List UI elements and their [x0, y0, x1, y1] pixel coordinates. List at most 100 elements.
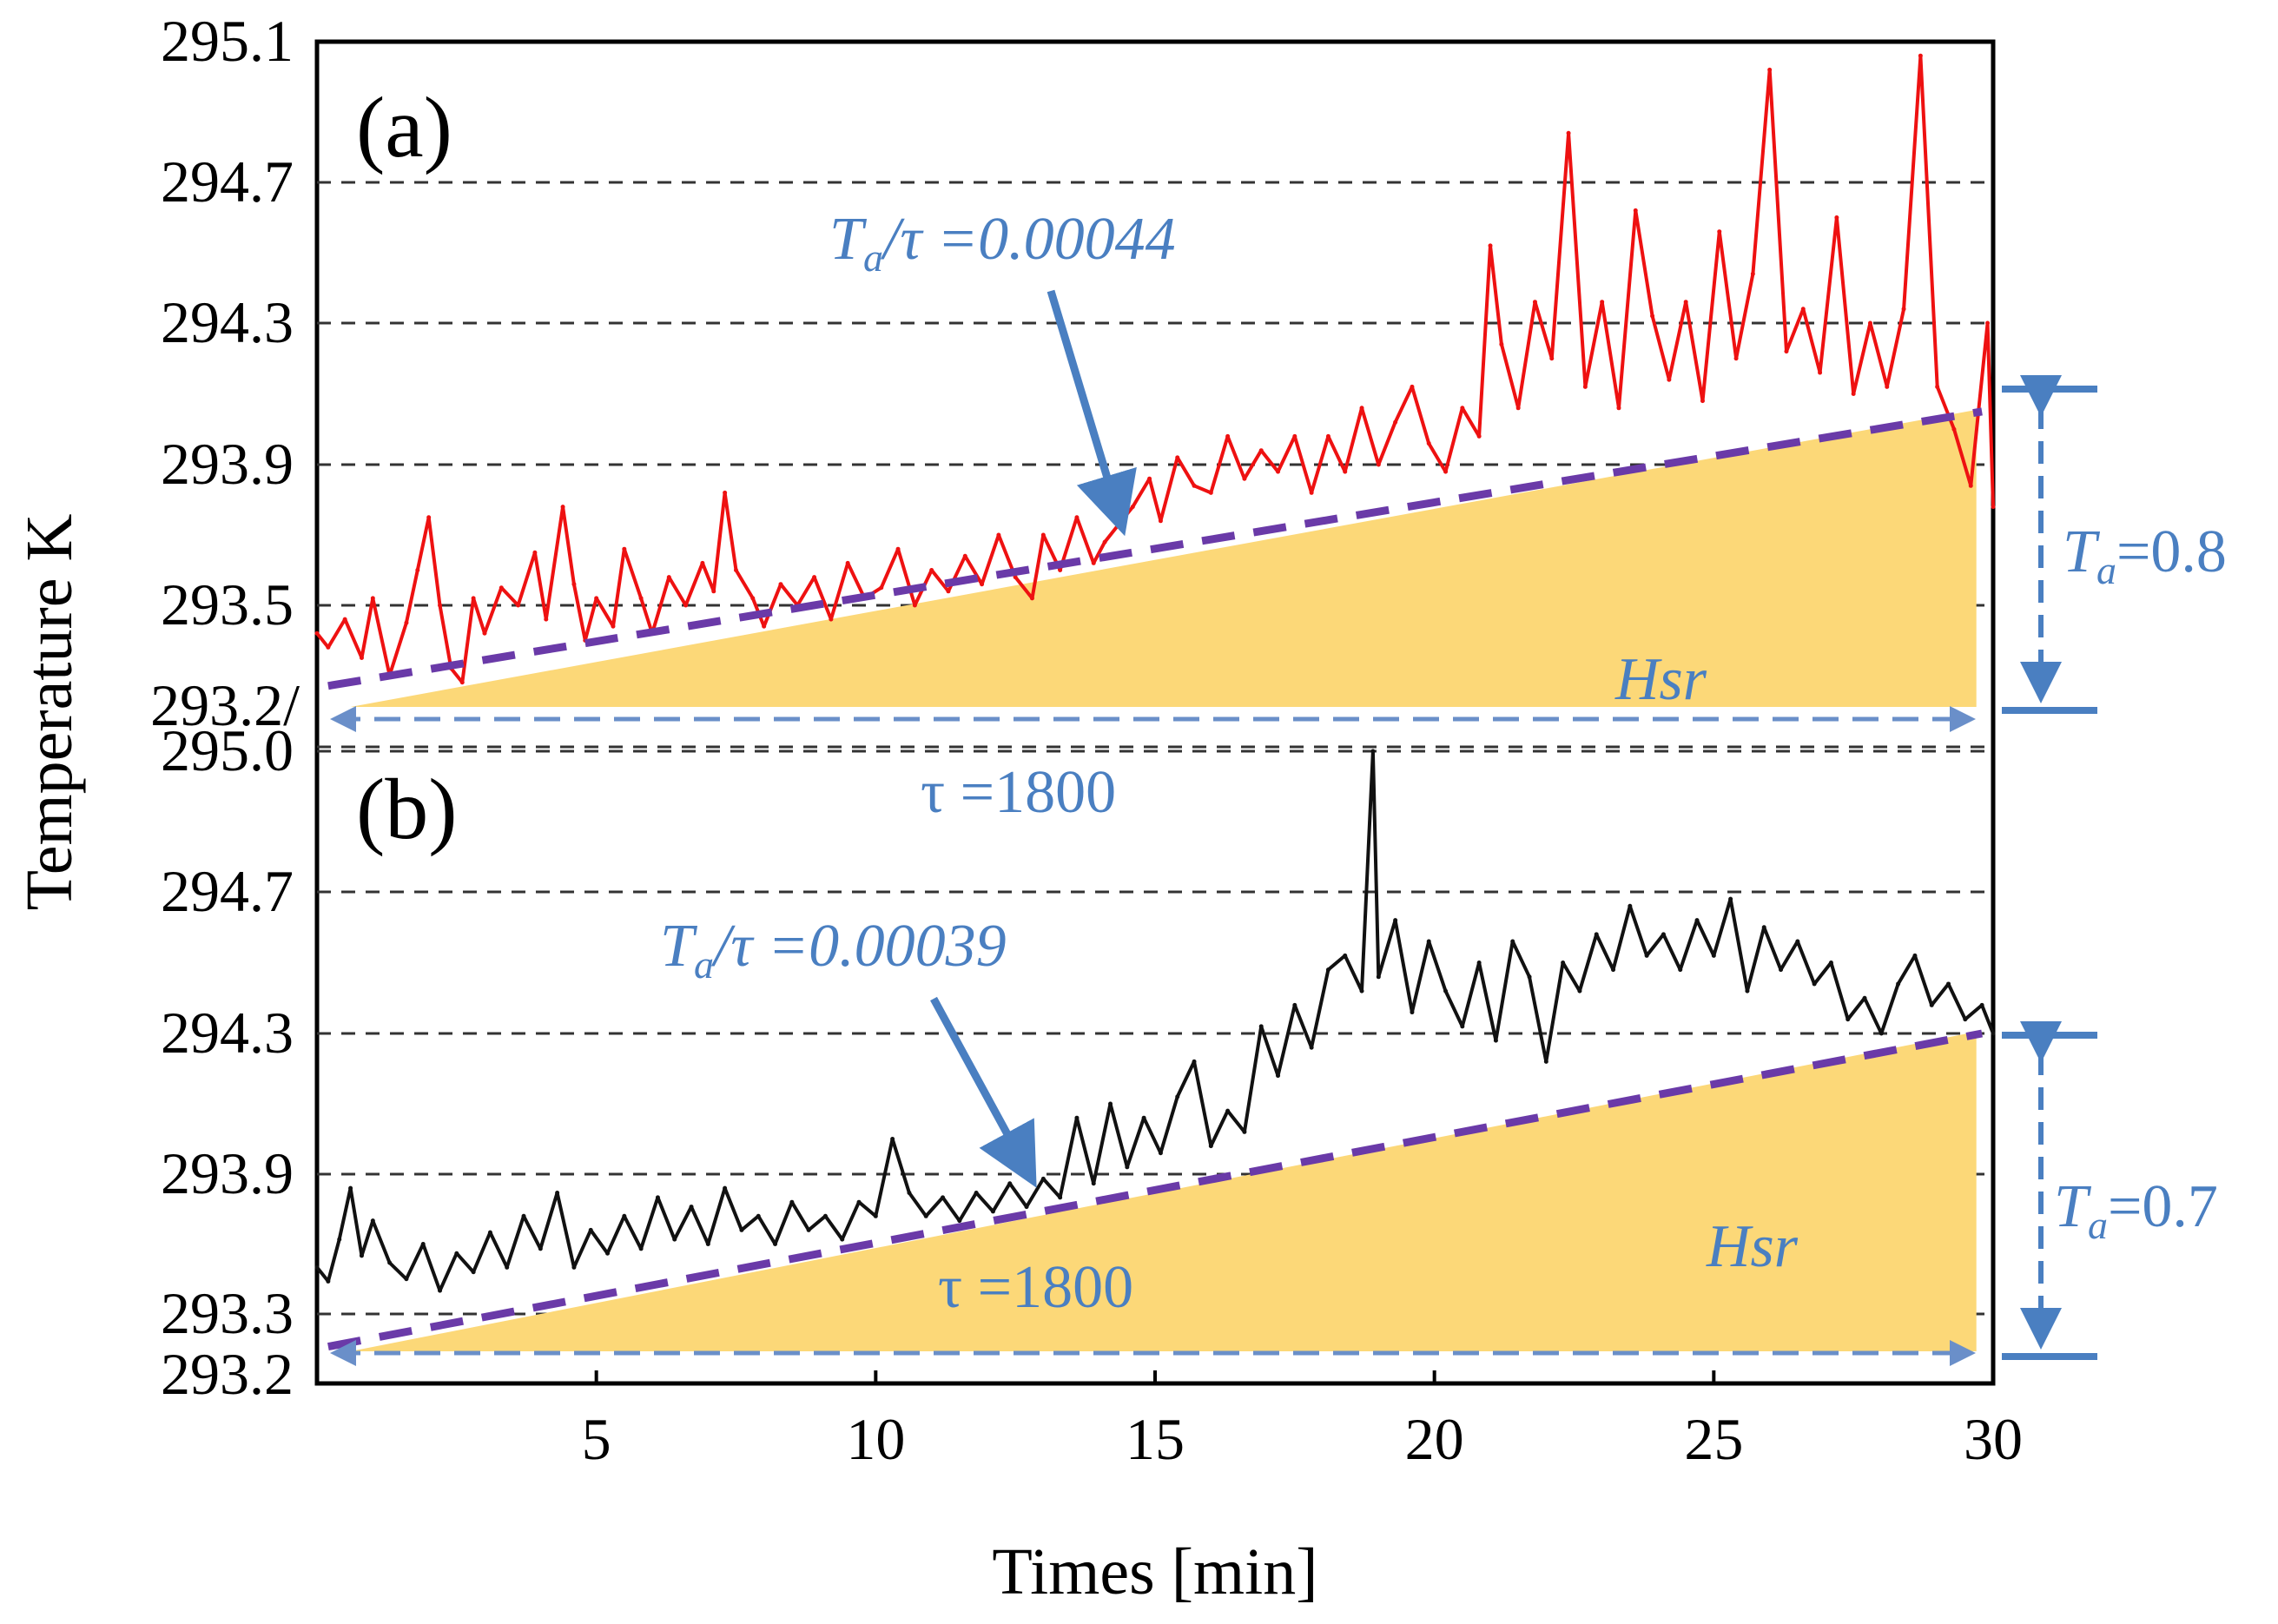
data-point: [1683, 300, 1688, 305]
data-point: [1276, 1073, 1281, 1079]
data-point: [778, 582, 783, 587]
data-point: [1040, 1176, 1046, 1181]
data-point: [957, 1218, 962, 1224]
data-point: [1728, 896, 1733, 901]
data-point: [1410, 1010, 1415, 1015]
data-point: [1292, 1002, 1297, 1007]
x-tick-label: 30: [1964, 1406, 2023, 1472]
data-point: [1991, 1031, 1996, 1036]
data-point: [700, 560, 705, 565]
data-point: [499, 585, 504, 591]
y-tick-label: 294.7: [161, 858, 294, 924]
data-point: [806, 1227, 811, 1232]
data-point: [1951, 426, 1957, 432]
y-tick-label: 295.1: [161, 8, 294, 74]
data-point: [348, 1185, 353, 1191]
data-point: [1309, 1045, 1314, 1050]
data-point: [1968, 483, 1973, 488]
data-point: [756, 1213, 761, 1218]
data-point: [683, 603, 689, 608]
data-point: [1242, 476, 1247, 481]
data-point: [1628, 903, 1633, 908]
data-point: [1343, 953, 1348, 958]
data-point: [605, 1251, 611, 1256]
data-point: [1750, 271, 1755, 276]
data-point: [571, 1264, 577, 1270]
data-point: [1828, 961, 1833, 965]
data-point: [1594, 932, 1599, 937]
data-point: [1616, 406, 1621, 411]
data-point: [1733, 356, 1739, 361]
data-point: [1476, 433, 1482, 439]
data-point: [1208, 490, 1213, 495]
x-tick-label: 25: [1684, 1406, 1743, 1472]
data-point: [890, 1137, 895, 1141]
data-point: [370, 596, 375, 601]
data-point: [1225, 1108, 1231, 1113]
data-point: [873, 1213, 878, 1218]
data-point: [655, 1195, 660, 1200]
data-point: [1834, 215, 1839, 220]
data-point: [1325, 967, 1330, 973]
data-point: [996, 532, 1001, 538]
data-point: [342, 617, 347, 622]
data-point: [1549, 356, 1555, 361]
y-tick-label: 294.3: [161, 1000, 294, 1066]
data-point: [1700, 399, 1705, 404]
data-point: [1460, 1024, 1465, 1029]
data-point: [739, 1227, 744, 1232]
temperature-series-line: [315, 749, 1995, 1293]
y-tick-label: 293.9: [161, 431, 294, 497]
data-point: [1393, 918, 1398, 923]
data-point: [1896, 981, 1901, 987]
data-point: [1058, 568, 1063, 572]
y-tick-label-highlight: 293.2/: [150, 672, 300, 738]
data-point: [1074, 515, 1080, 520]
data-point: [1007, 1181, 1013, 1186]
data-point: [1851, 392, 1856, 396]
data-point: [1258, 1024, 1264, 1029]
x-tick-label: 20: [1405, 1406, 1464, 1472]
x-tick-label: 5: [582, 1406, 611, 1472]
data-point: [840, 1237, 845, 1242]
data-point: [1779, 967, 1784, 973]
data-point: [1582, 384, 1588, 389]
data-point: [359, 1253, 364, 1258]
data-point: [588, 1227, 593, 1232]
data-point: [946, 589, 951, 594]
y-tick-labels: 295.1 294.7 294.3 293.9 293.5 293.2/295.0 294.…: [150, 8, 300, 1407]
data-point: [1175, 455, 1180, 460]
data-point: [1091, 560, 1096, 565]
data-point: [1800, 307, 1806, 312]
data-point: [459, 680, 465, 685]
y-tick-label: 295.0: [161, 717, 294, 783]
data-point: [1476, 961, 1482, 965]
data-point: [1175, 1094, 1180, 1099]
panel-a-fill: [350, 409, 1977, 707]
data-point: [689, 1205, 694, 1210]
data-point: [1158, 1151, 1163, 1156]
data-point: [1717, 229, 1722, 234]
data-point: [1745, 988, 1750, 994]
data-point: [1258, 448, 1264, 453]
data-point: [856, 1199, 862, 1205]
y-tick-label: 293.2: [161, 1341, 294, 1407]
data-point: [560, 505, 565, 510]
data-point: [1488, 243, 1493, 248]
hsr-label-a: Hsr: [1614, 646, 1707, 713]
data-point: [404, 1277, 409, 1282]
annotation-arrows: [330, 289, 2097, 1366]
data-point: [912, 603, 917, 608]
data-point: [879, 585, 884, 591]
data-point: [789, 1199, 795, 1205]
data-point: [1359, 406, 1364, 411]
data-point: [1761, 925, 1766, 930]
hsr-fill-area: [350, 409, 1977, 707]
data-point: [829, 617, 834, 622]
data-point: [1711, 953, 1716, 958]
data-point: [538, 1246, 543, 1251]
data-point: [1040, 532, 1046, 538]
data-point: [1527, 974, 1532, 980]
trend-line: [327, 1029, 1983, 1351]
x-tick-labels: 5 10 15 20 25 30: [582, 1370, 2023, 1472]
